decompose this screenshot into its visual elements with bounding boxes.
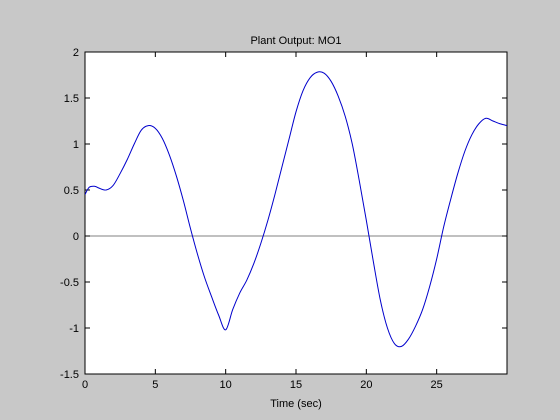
axis-ticks [84, 51, 507, 375]
chart-title: Plant Output: MO1 [250, 35, 341, 47]
y-tick-label: -1.5 [60, 369, 79, 381]
y-tick-label: -0.5 [60, 277, 79, 289]
axis-tick-labels: 0 5 10 15 20 25 -1.5 -1 -0.5 0 0.5 1 1.5 2 [60, 47, 443, 391]
x-tick-label: 20 [360, 379, 372, 391]
series-layer [85, 71, 507, 348]
x-tick-label: 15 [290, 379, 302, 391]
y-tick-label: -1 [69, 323, 79, 335]
y-tick-label: 0 [73, 231, 79, 243]
x-tick-label: 5 [152, 379, 158, 391]
y-tick-label: 2 [73, 47, 79, 59]
y-tick-label: 1 [73, 139, 79, 151]
plot-area [84, 51, 508, 375]
y-tick-label: 1.5 [64, 93, 79, 105]
x-tick-label: 10 [220, 379, 232, 391]
x-tick-label: 0 [82, 379, 88, 391]
x-axis-label: Time (sec) [270, 398, 322, 410]
x-tick-label: 25 [431, 379, 443, 391]
series-line [85, 71, 507, 348]
y-tick-label: 0.5 [64, 185, 79, 197]
